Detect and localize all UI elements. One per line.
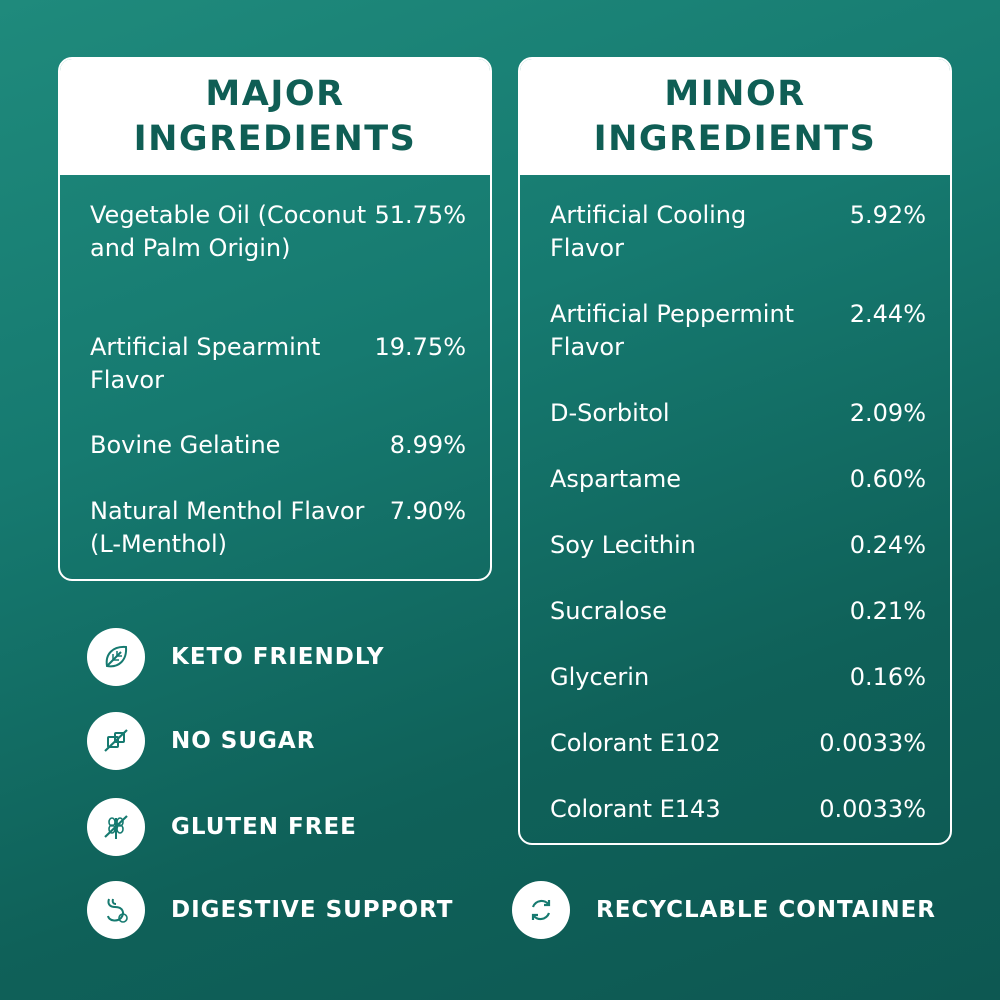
ingredient-row: Artificial Peppermint Flavor 2.44% xyxy=(550,298,926,364)
keto-friendly-badge: KETO FRIENDLY xyxy=(87,628,385,686)
badge-label: DIGESTIVE SUPPORT xyxy=(171,897,454,923)
recycle-icon xyxy=(512,881,570,939)
ingredient-name: Colorant E102 xyxy=(550,729,721,757)
ingredient-name: D-Sorbitol xyxy=(550,399,670,427)
ingredient-row: Natural Menthol Flavor (L-Menthol) 7.90% xyxy=(90,495,466,561)
ingredient-row: Artificial Spearmint Flavor 19.75% xyxy=(90,331,466,397)
badge-label: KETO FRIENDLY xyxy=(171,644,385,670)
major-panel-title: MAJOR INGREDIENTS xyxy=(133,74,417,159)
ingredient-row: Sucralose 0.21% xyxy=(550,595,926,628)
ingredient-name: Bovine Gelatine xyxy=(90,431,281,459)
ingredient-percentage: 19.75% xyxy=(374,333,466,361)
badge-label: NO SUGAR xyxy=(171,728,316,754)
ingredient-percentage: 0.0033% xyxy=(819,729,926,757)
ingredient-name: Aspartame xyxy=(550,465,681,493)
ingredient-row: Vegetable Oil (Coconut and Palm Origin) … xyxy=(90,199,466,265)
ingredient-name: Vegetable Oil (Coconut and Palm Origin) xyxy=(90,201,367,262)
ingredient-row: Colorant E102 0.0033% xyxy=(550,727,926,760)
badge-label: GLUTEN FREE xyxy=(171,814,357,840)
ingredient-name: Soy Lecithin xyxy=(550,531,696,559)
ingredient-percentage: 5.92% xyxy=(849,201,926,229)
ingredient-percentage: 8.99% xyxy=(389,431,466,459)
leaf-icon xyxy=(87,628,145,686)
minor-ingredients-panel: MINOR INGREDIENTS Artificial Cooling Fla… xyxy=(518,57,952,845)
digestive-support-badge: DIGESTIVE SUPPORT xyxy=(87,881,453,939)
minor-panel-title: MINOR INGREDIENTS xyxy=(593,74,877,159)
gluten-free-icon xyxy=(87,798,145,856)
ingredient-name: Artificial Cooling Flavor xyxy=(550,201,747,262)
badge-label: RECYCLABLE CONTAINER xyxy=(596,897,936,923)
no-sugar-badge: NO SUGAR xyxy=(87,712,315,770)
digestive-icon xyxy=(87,881,145,939)
ingredient-percentage: 7.90% xyxy=(389,497,466,525)
ingredient-percentage: 0.60% xyxy=(849,465,926,493)
ingredient-row: Aspartame 0.60% xyxy=(550,463,926,496)
ingredient-row: Bovine Gelatine 8.99% xyxy=(90,429,466,462)
ingredient-percentage: 2.44% xyxy=(849,300,926,328)
no-sugar-icon xyxy=(87,712,145,770)
ingredient-percentage: 0.0033% xyxy=(819,795,926,823)
ingredient-name: Colorant E143 xyxy=(550,795,721,823)
major-ingredients-panel: MAJOR INGREDIENTS Vegetable Oil (Coconut… xyxy=(58,57,492,581)
ingredient-percentage: 0.21% xyxy=(849,597,926,625)
recyclable-container-badge: RECYCLABLE CONTAINER xyxy=(512,881,936,939)
minor-panel-header: MINOR INGREDIENTS xyxy=(520,59,950,175)
ingredient-row: Soy Lecithin 0.24% xyxy=(550,529,926,562)
ingredient-name: Glycerin xyxy=(550,663,650,691)
major-panel-header: MAJOR INGREDIENTS xyxy=(60,59,490,175)
ingredient-row: Artificial Cooling Flavor 5.92% xyxy=(550,199,926,265)
ingredient-name: Artificial Peppermint Flavor xyxy=(550,300,795,361)
ingredient-row: D-Sorbitol 2.09% xyxy=(550,397,926,430)
ingredient-percentage: 51.75% xyxy=(374,201,466,229)
ingredient-percentage: 2.09% xyxy=(849,399,926,427)
ingredient-name: Artificial Spearmint Flavor xyxy=(90,333,321,394)
ingredient-row: Glycerin 0.16% xyxy=(550,661,926,694)
ingredient-percentage: 0.16% xyxy=(849,663,926,691)
gluten-free-badge: GLUTEN FREE xyxy=(87,798,357,856)
ingredient-row: Colorant E143 0.0033% xyxy=(550,793,926,826)
ingredient-percentage: 0.24% xyxy=(849,531,926,559)
ingredient-name: Natural Menthol Flavor (L-Menthol) xyxy=(90,497,365,558)
ingredient-name: Sucralose xyxy=(550,597,667,625)
